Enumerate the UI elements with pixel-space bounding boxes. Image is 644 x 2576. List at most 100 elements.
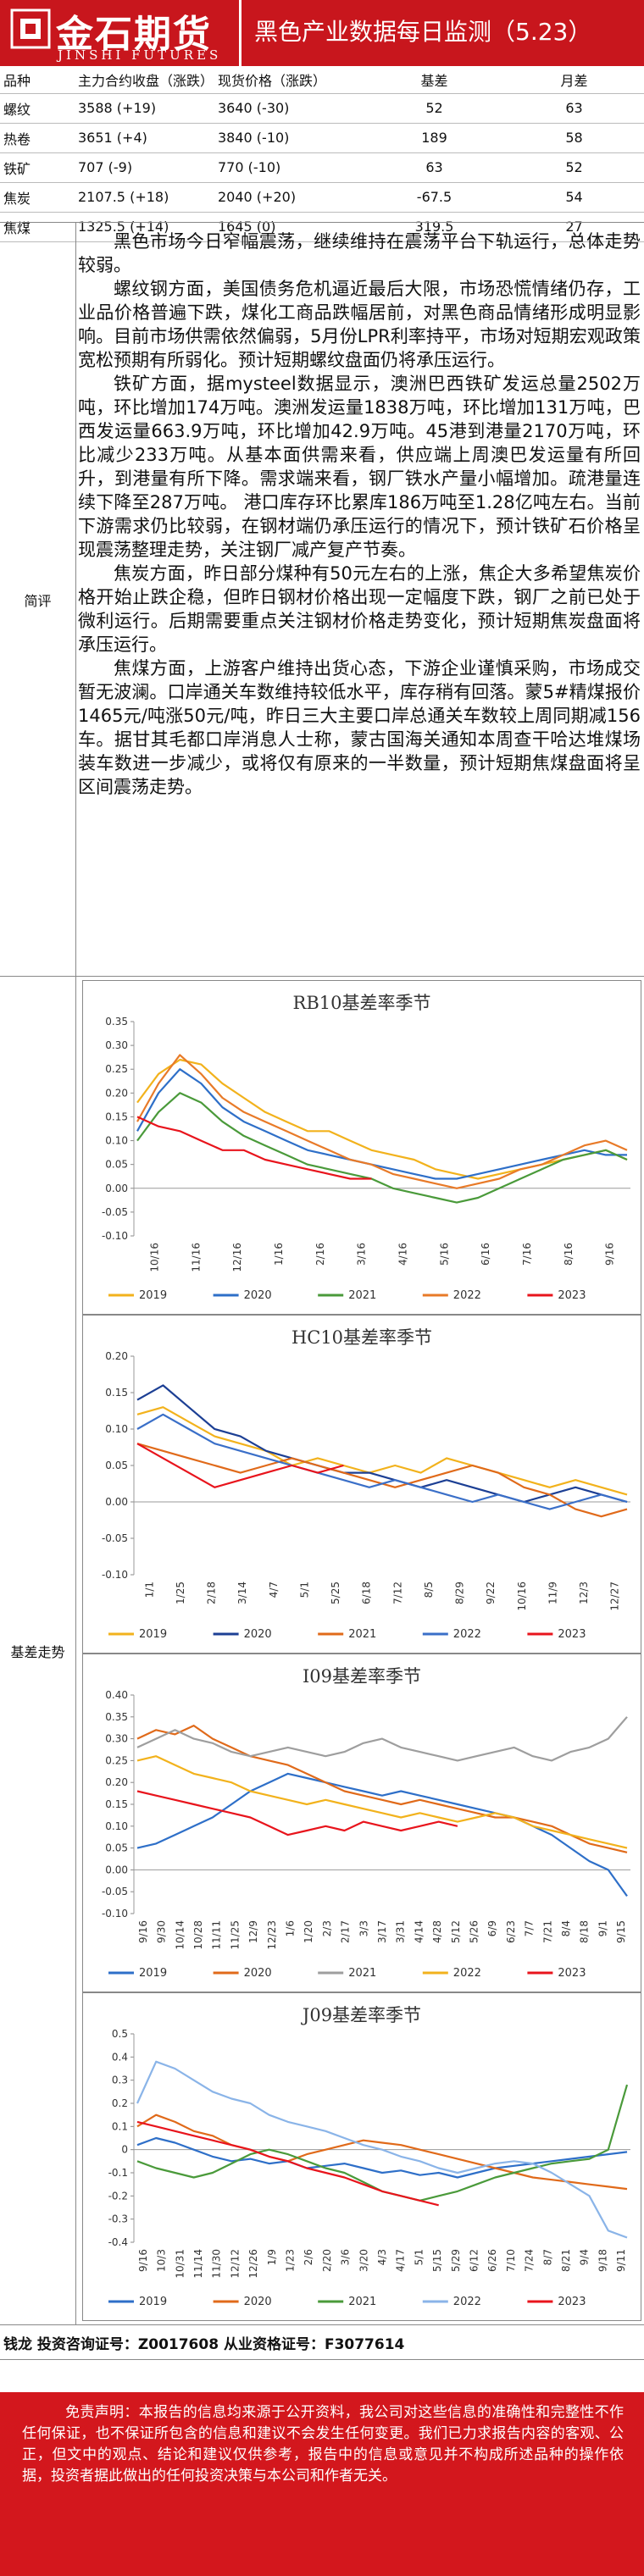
legend-label: 2022	[453, 1628, 481, 1641]
y-tick-label: 0.25	[105, 1754, 128, 1766]
logo-text-en: JINSHI FUTURES	[58, 47, 222, 63]
y-tick-label: 0.25	[105, 1063, 128, 1075]
y-tick-label: 0.05	[105, 1460, 128, 1471]
y-tick-label: 0.5	[112, 2028, 128, 2040]
x-tick-label: 9/30	[156, 1920, 168, 1943]
disclaimer-box: 免责声明：本报告的信息均来源于公开资料，我公司对这些信息的准确性和完整性不作任何…	[0, 2392, 644, 2576]
series-line-2019	[136, 1406, 628, 1496]
x-tick-label: 1/1	[143, 1582, 155, 1598]
legend-label: 2023	[558, 1967, 586, 1980]
x-tick-label: 8/18	[579, 1920, 591, 1943]
legend-label: 2021	[348, 1289, 376, 1302]
x-tick-label: 5/16	[438, 1243, 450, 1266]
x-tick-label: 11/9	[547, 1582, 558, 1604]
chart-rb10-plot: 0.35 0.30 0.25 0.20 0.15 0.10 0.05 0.00 -0.05 -0.…	[102, 1016, 630, 1302]
series-line-2022	[136, 1054, 628, 1189]
x-tick-label: 7/16	[521, 1243, 533, 1266]
y-tick-label: -0.05	[102, 1206, 128, 1218]
report-title: 黑色产业数据每日监测（5.23）	[254, 18, 592, 46]
cell-product: 热卷	[0, 123, 76, 153]
x-tick-label: 6/26	[486, 2249, 498, 2272]
series-line-2020	[136, 1068, 627, 1180]
x-tick-label: 1/23	[284, 2249, 296, 2272]
x-tick-label: 9/22	[485, 1582, 497, 1604]
x-tick-label: 7/7	[524, 1920, 536, 1936]
table-row: 铁矿 707 (-9) 770 (-10) 63 52	[0, 152, 644, 183]
chart-j09-plot: 0.5 0.4 0.3 0.2 0.1 0 -0.1 -0.2 -0.3 -0.4 9/16 10/3…	[108, 2028, 630, 2308]
cell-basis: 189	[364, 123, 504, 153]
x-tick-label: 12/9	[247, 1920, 259, 1943]
chart-title: J09基差率季节	[302, 2005, 422, 2025]
price-table: 品种 主力合约收盘（涨跌） 现货价格（涨跌） 基差 月差 螺纹 3588 (+1…	[0, 66, 644, 242]
legend-label: 2022	[453, 1967, 481, 1980]
y-tick-label: -0.2	[108, 2190, 128, 2202]
cell-spot-price: 2040 (+20)	[216, 182, 364, 213]
cell-product: 铁矿	[0, 152, 76, 183]
x-tick-label: 1/25	[175, 1582, 186, 1604]
x-tick-label: 9/16	[137, 2249, 149, 2272]
series-line-2019	[136, 1058, 628, 1180]
chart-j09: J09基差率季节 0.5 0.4 0.3 0.2 0.1 0 -0.1 -0.2 -0.3 -0.…	[82, 1992, 641, 2321]
y-tick-label: 0.00	[105, 1864, 128, 1875]
cell-spread: 63	[504, 93, 644, 124]
x-tick-label: 4/17	[395, 2249, 407, 2272]
x-tick-label: 12/12	[229, 2249, 241, 2279]
series-line-2023	[136, 1443, 344, 1488]
x-tick-label: 10/3	[156, 2249, 168, 2272]
y-tick-label: 0.20	[105, 1350, 128, 1362]
y-tick-label: 0.35	[105, 1016, 128, 1028]
y-tick-label: 0.05	[105, 1159, 128, 1171]
x-tick-label: 3/20	[358, 2249, 369, 2272]
x-tick-label: 2/16	[314, 1243, 326, 1266]
x-tick-label: 9/16	[604, 1243, 616, 1266]
y-tick-label: 0.20	[105, 1087, 128, 1099]
legend-label: 2023	[558, 1289, 586, 1302]
x-tick-label: 6/12	[469, 2249, 480, 2272]
series-line-2021	[136, 1716, 628, 1762]
x-tick-label: 11/14	[192, 2249, 204, 2279]
legend-label: 2021	[348, 2296, 376, 2308]
cell-spread: 58	[504, 123, 644, 153]
series-line-2022	[136, 1413, 628, 1510]
header-divider	[239, 0, 242, 66]
y-tick-label: -0.1	[108, 2167, 128, 2179]
y-tick-label: 0.1	[112, 2120, 128, 2132]
x-tick-label: 4/28	[431, 1920, 443, 1943]
y-tick-label: 0.35	[105, 1711, 128, 1723]
legend-label: 2020	[244, 1289, 272, 1302]
commentary-body: 黑色市场今日窄幅震荡，继续维持在震荡平台下轨运行，总体走势较弱。 螺纹钢方面，美…	[78, 230, 641, 799]
cell-spot-price: 770 (-10)	[216, 152, 364, 183]
disclaimer-text: 免责声明：本报告的信息均来源于公开资料，我公司对这些信息的准确性和完整性不作任何…	[22, 2404, 624, 2485]
legend-label: 2023	[558, 1628, 586, 1641]
y-tick-label: 0	[121, 2144, 128, 2156]
x-tick-label: 6/16	[480, 1243, 491, 1266]
commentary-label: 简评	[0, 223, 76, 976]
commentary-section: 简评 黑色市场今日窄幅震荡，继续维持在震荡平台下轨运行，总体走势较弱。 螺纹钢方…	[0, 222, 644, 976]
y-tick-label: -0.10	[102, 1569, 128, 1581]
table-row: 热卷 3651 (+4) 3840 (-10) 189 58	[0, 123, 644, 153]
y-tick-label: 0.30	[105, 1733, 128, 1745]
x-tick-label: 10/31	[174, 2249, 186, 2279]
y-tick-label: 0.15	[105, 1387, 128, 1399]
cell-basis: -67.5	[364, 182, 504, 213]
x-tick-label: 5/29	[450, 2249, 462, 2272]
x-tick-label: 10/16	[148, 1243, 160, 1272]
x-tick-label: 8/21	[560, 2249, 572, 2272]
x-tick-label: 12/23	[266, 1920, 278, 1950]
x-tick-label: 2/3	[321, 1920, 333, 1936]
x-tick-label: 9/1	[597, 1920, 608, 1936]
chart-title: RB10基差率季节	[292, 993, 431, 1013]
legend-label: 2019	[139, 1289, 167, 1302]
x-tick-label: 4/3	[376, 2249, 388, 2265]
commentary-paragraph: 焦煤方面，上游客户维持出货心态，下游企业谨慎采购，市场成交暂无波澜。口岸通关车数…	[78, 658, 641, 797]
cell-futures-close: 3651 (+4)	[76, 123, 216, 153]
series-line-2023	[136, 1116, 372, 1180]
cell-spot-price: 3640 (-30)	[216, 93, 364, 124]
commentary-paragraph: 焦炭方面，昨日部分煤种有50元左右的上涨，焦企大多希望焦炭价格开始止跌企稳，但昨…	[78, 563, 641, 655]
cell-spread: 54	[504, 182, 644, 213]
y-tick-label: 0.00	[105, 1496, 128, 1508]
chart-hc10-plot: 0.20 0.15 0.10 0.05 0.00 -0.05 -0.10 1/1 1/25 2/1…	[102, 1350, 630, 1641]
cell-basis: 63	[364, 152, 504, 183]
basis-section-label: 基差走势	[0, 977, 76, 2324]
y-tick-label: -0.4	[108, 2236, 128, 2248]
